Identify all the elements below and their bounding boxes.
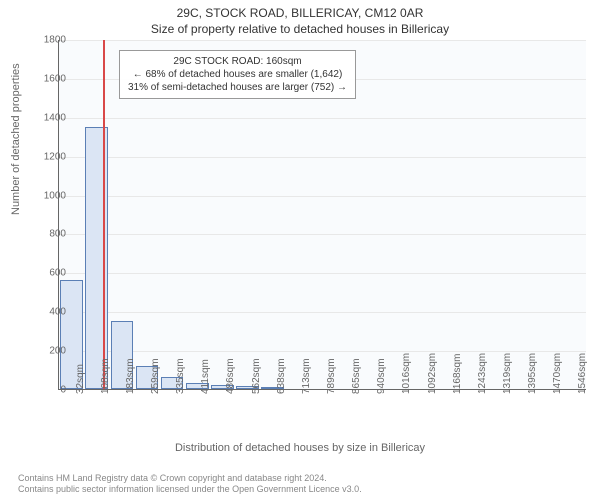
y-tick-label: 1200 (26, 151, 66, 162)
y-tick-label: 1400 (26, 112, 66, 123)
gridline (59, 273, 586, 274)
x-tick-label: 1546sqm (577, 353, 588, 394)
gridline (59, 40, 586, 41)
y-tick-label: 1800 (26, 35, 66, 46)
gridline (59, 118, 586, 119)
x-tick-label: 789sqm (326, 358, 337, 394)
x-tick-label: 32sqm (75, 364, 86, 394)
x-tick-label: 1470sqm (552, 353, 563, 394)
y-tick-label: 0 (26, 385, 66, 396)
info-box-line: ← 68% of detached houses are smaller (1,… (128, 68, 347, 81)
x-tick-label: 1016sqm (401, 353, 412, 394)
chart-title-line1: 29C, STOCK ROAD, BILLERICAY, CM12 0AR (0, 0, 600, 20)
x-tick-label: 940sqm (376, 358, 387, 394)
y-tick-label: 200 (26, 346, 66, 357)
y-tick-label: 1000 (26, 190, 66, 201)
gridline (59, 196, 586, 197)
x-tick-label: 335sqm (175, 358, 186, 394)
y-tick-label: 1600 (26, 73, 66, 84)
chart-area: 29C STOCK ROAD: 160sqm← 68% of detached … (58, 40, 586, 390)
gridline (59, 234, 586, 235)
y-tick-label: 800 (26, 229, 66, 240)
footer: Contains HM Land Registry data © Crown c… (18, 473, 362, 496)
info-box-line: 29C STOCK ROAD: 160sqm (128, 55, 347, 68)
y-axis-label: Number of detached properties (10, 63, 22, 215)
x-tick-label: 1319sqm (502, 353, 513, 394)
x-tick-label: 1168sqm (452, 354, 463, 394)
x-tick-label: 1395sqm (527, 353, 538, 394)
gridline (59, 157, 586, 158)
x-tick-label: 713sqm (301, 358, 312, 394)
x-tick-label: 865sqm (351, 358, 362, 394)
x-tick-label: 1243sqm (477, 353, 488, 394)
y-tick-label: 400 (26, 307, 66, 318)
chart-title-line2: Size of property relative to detached ho… (0, 20, 600, 40)
y-tick-label: 600 (26, 268, 66, 279)
x-tick-label: 183sqm (125, 358, 136, 394)
x-tick-label: 1092sqm (427, 353, 438, 394)
x-tick-label: 259sqm (150, 358, 161, 394)
x-axis-label: Distribution of detached houses by size … (0, 442, 600, 454)
x-tick-label: 108sqm (100, 358, 111, 394)
footer-line2: Contains public sector information licen… (18, 484, 362, 496)
gridline (59, 312, 586, 313)
info-box-line: 31% of semi-detached houses are larger (… (128, 81, 347, 94)
plot-area: 29C STOCK ROAD: 160sqm← 68% of detached … (58, 40, 586, 390)
x-tick-label: 486sqm (225, 358, 236, 394)
x-tick-label: 562sqm (251, 358, 262, 394)
x-tick-label: 638sqm (276, 358, 287, 394)
info-box: 29C STOCK ROAD: 160sqm← 68% of detached … (119, 50, 356, 99)
property-marker-line (103, 40, 105, 389)
x-tick-label: 411sqm (200, 359, 211, 394)
footer-line1: Contains HM Land Registry data © Crown c… (18, 473, 362, 485)
